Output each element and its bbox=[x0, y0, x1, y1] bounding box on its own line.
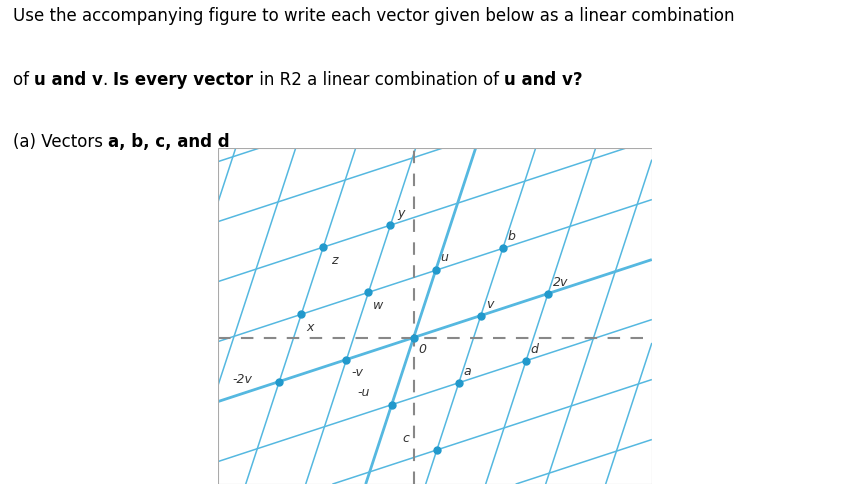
Text: 2v: 2v bbox=[552, 276, 567, 288]
Text: a, b, c, and d: a, b, c, and d bbox=[108, 133, 229, 151]
Text: in R2 a linear combination of: in R2 a linear combination of bbox=[253, 71, 504, 89]
Text: (a) Vectors: (a) Vectors bbox=[13, 133, 108, 151]
Text: -v: -v bbox=[351, 366, 363, 379]
Text: of: of bbox=[13, 71, 34, 89]
Text: Is every vector: Is every vector bbox=[113, 71, 253, 89]
Text: a: a bbox=[463, 365, 471, 378]
Text: d: d bbox=[530, 343, 538, 356]
Text: b: b bbox=[507, 231, 515, 244]
Text: u and v: u and v bbox=[34, 71, 103, 89]
Text: -u: -u bbox=[357, 386, 370, 399]
Text: y: y bbox=[397, 207, 405, 220]
Text: -2v: -2v bbox=[233, 373, 252, 386]
Text: .: . bbox=[103, 71, 113, 89]
Text: v: v bbox=[485, 298, 492, 311]
Text: Use the accompanying figure to write each vector given below as a linear combina: Use the accompanying figure to write eac… bbox=[13, 7, 734, 25]
Text: x: x bbox=[306, 321, 314, 334]
Text: u and v?: u and v? bbox=[504, 71, 582, 89]
Text: 0: 0 bbox=[418, 343, 426, 356]
Text: u: u bbox=[440, 251, 448, 264]
Text: w: w bbox=[373, 299, 383, 312]
Text: c: c bbox=[402, 432, 409, 445]
Text: z: z bbox=[331, 254, 337, 267]
